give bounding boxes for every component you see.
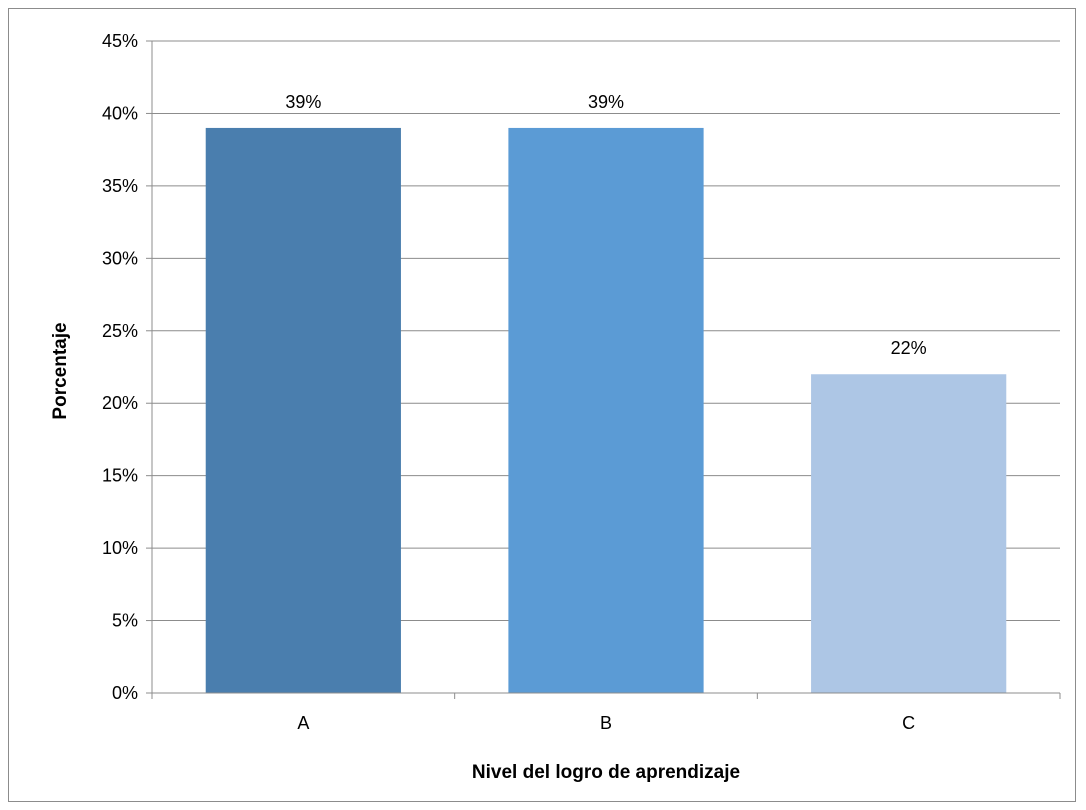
y-tick-label: 10% [102,538,138,558]
y-tick-label: 45% [102,31,138,51]
data-labels: 39% 39% 22% [285,92,926,358]
y-tick-label: 15% [102,466,138,486]
bar-B [508,127,704,693]
x-tick-label-C: C [902,713,915,733]
x-axis-title: Nivel del logro de aprendizaje [472,762,740,783]
bars [205,127,1007,693]
data-label-C: 22% [891,338,927,358]
x-tick-label-B: B [600,713,612,733]
bar-A [205,127,401,693]
data-label-A: 39% [285,92,321,112]
y-tick-label: 0% [112,683,138,703]
y-tick-label: 40% [102,103,138,123]
y-axis-tick-labels: 0% 5% 10% 15% 20% 25% 30% 35% 40% 45% [102,31,152,703]
x-tick-label-A: A [297,713,309,733]
y-tick-label: 35% [102,176,138,196]
bar-C [811,374,1007,693]
data-label-B: 39% [588,92,624,112]
y-tick-label: 25% [102,321,138,341]
y-tick-label: 20% [102,393,138,413]
y-tick-label: 5% [112,611,138,631]
x-axis-tick-labels: A B C [151,693,1061,733]
y-axis-title: Porcentaje [50,322,71,419]
y-tick-label: 30% [102,248,138,268]
